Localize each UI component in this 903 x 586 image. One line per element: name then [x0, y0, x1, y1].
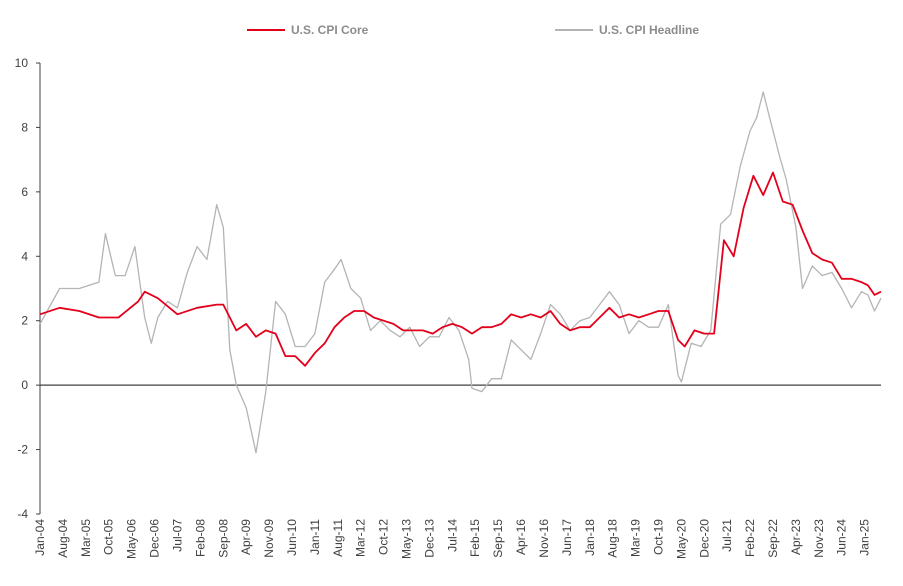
x-tick-label: May-13	[400, 519, 414, 559]
x-tick-label: Apr-09	[239, 519, 253, 555]
series-line-headline	[39, 91, 882, 454]
legend-swatch-headline	[555, 29, 593, 31]
x-tick-label: Jan-11	[308, 519, 322, 555]
y-tick-label: 6	[21, 185, 28, 199]
x-tick-label: Oct-05	[102, 519, 116, 555]
x-tick-label: Feb-22	[743, 519, 757, 557]
x-tick-label: Jan-25	[858, 519, 872, 556]
x-tick-label: Nov-23	[812, 519, 826, 558]
y-tick-label: -4	[17, 507, 28, 521]
x-tick-label: Apr-23	[789, 519, 803, 555]
x-tick-label: Apr-16	[514, 519, 528, 555]
legend-item-headline[interactable]: U.S. CPI Headline	[555, 18, 699, 42]
x-tick-label: Aug-04	[56, 519, 70, 558]
legend-item-core[interactable]: U.S. CPI Core	[247, 18, 368, 42]
y-tick-label: -2	[17, 443, 28, 457]
y-tick-label: 8	[21, 120, 28, 134]
x-tick-label: Nov-16	[537, 519, 551, 558]
x-tick-label: Mar-19	[629, 519, 643, 557]
legend-swatch-core	[247, 29, 285, 31]
y-tick-label: 2	[21, 314, 28, 328]
x-tick-label: Aug-11	[331, 519, 345, 557]
x-tick-label: Jul-07	[170, 519, 184, 552]
x-tick-label: Nov-09	[262, 519, 276, 558]
x-tick-label: Feb-15	[468, 519, 482, 557]
x-tick-label: Jan-18	[583, 519, 597, 556]
x-tick-label: Mar-12	[354, 519, 368, 557]
x-tick-label: Oct-19	[651, 519, 665, 555]
x-tick-label: Jun-24	[835, 519, 849, 556]
x-tick-label: Jul-21	[720, 519, 734, 552]
y-tick-label: 10	[15, 56, 29, 70]
x-tick-label: Sep-15	[491, 519, 505, 558]
x-tick-label: Sep-08	[216, 519, 230, 558]
series-line-core	[39, 171, 882, 367]
x-tick-label: Jun-10	[285, 519, 299, 556]
x-tick-label: Dec-20	[697, 519, 711, 558]
legend-label-core: U.S. CPI Core	[291, 23, 369, 37]
y-tick-label: 4	[21, 249, 28, 263]
y-tick-label: 0	[21, 378, 28, 392]
x-tick-label: Jun-17	[560, 519, 574, 556]
legend: U.S. CPI Core U.S. CPI Headline	[0, 18, 903, 42]
x-tick-label: Oct-12	[377, 519, 391, 555]
x-tick-label: Jul-14	[445, 519, 459, 552]
x-tick-label: Mar-05	[79, 519, 93, 557]
x-tick-label: Dec-13	[422, 519, 436, 558]
x-tick-label: Jan-04	[33, 519, 47, 556]
x-tick-label: Feb-08	[193, 519, 207, 557]
x-tick-label: Sep-22	[766, 519, 780, 558]
x-tick-label: Aug-18	[606, 519, 620, 558]
legend-label-headline: U.S. CPI Headline	[599, 23, 700, 37]
x-tick-label: May-20	[674, 519, 688, 559]
x-tick-label: Dec-06	[148, 519, 162, 558]
x-tick-label: May-06	[125, 519, 139, 559]
